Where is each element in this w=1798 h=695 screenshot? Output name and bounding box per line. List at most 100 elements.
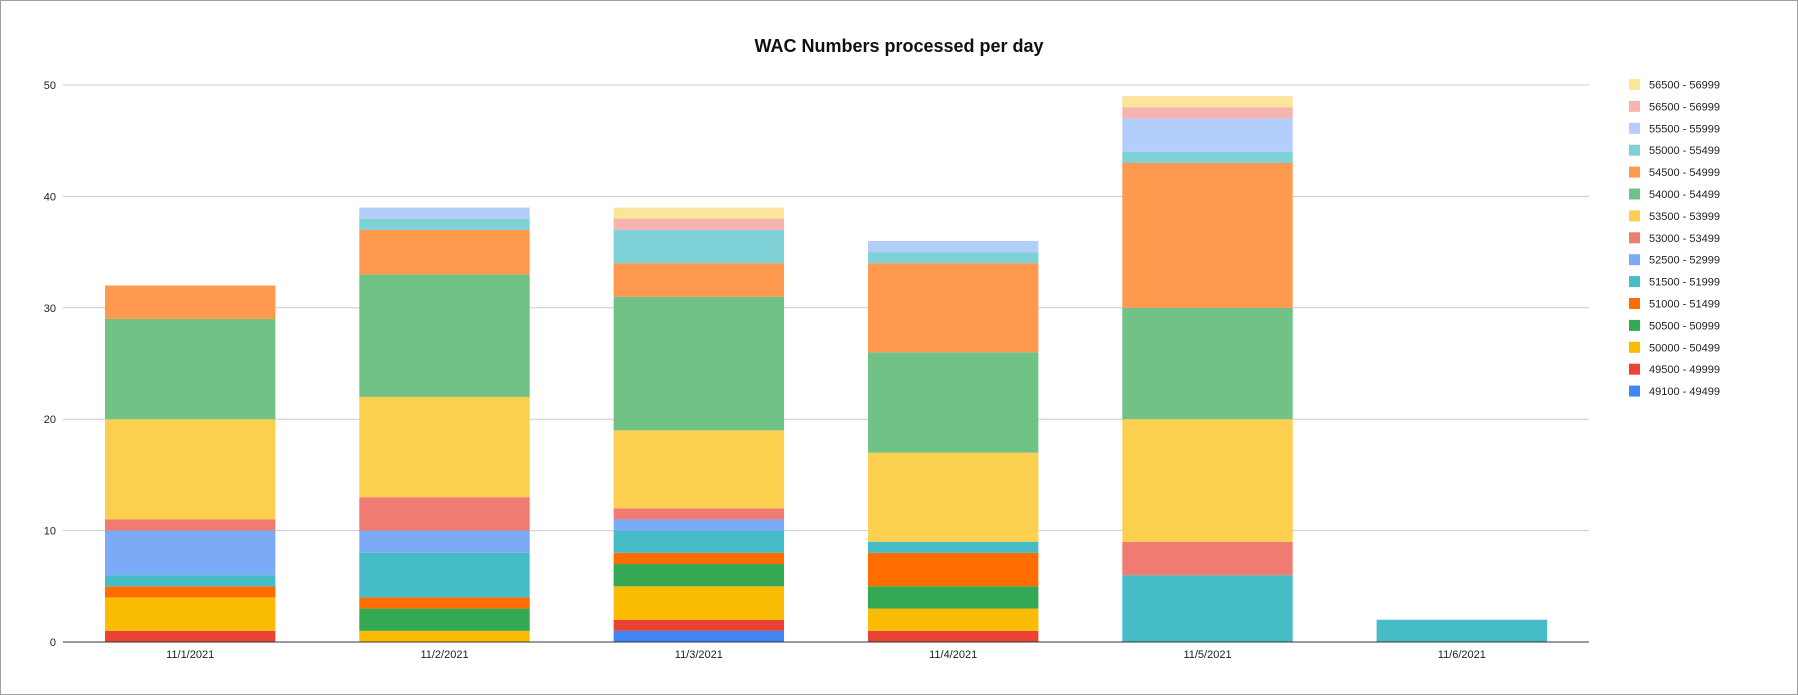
bar-segment [104, 575, 276, 587]
bar-segment [867, 263, 1039, 353]
legend-swatch [1629, 385, 1640, 397]
bar-segment [359, 207, 530, 219]
bar-segment [104, 586, 276, 598]
bar-segment [613, 630, 785, 642]
bar-segment [359, 497, 530, 531]
legend: 56500 - 56999 56500 - 56999 55500 - 55999 5… [1629, 79, 1720, 398]
bar-segment [867, 352, 1039, 453]
bar-segment [359, 274, 530, 397]
legend-item: 53000 - 53499 [1629, 232, 1720, 245]
bar-segment [359, 396, 530, 498]
bar-segment [104, 285, 276, 319]
bar-segment [1122, 96, 1293, 108]
legend-swatch [1629, 341, 1640, 353]
bar-segment [104, 530, 276, 576]
legend-label: 51000 - 51499 [1649, 299, 1720, 311]
legend-item: 54500 - 54999 [1629, 166, 1720, 179]
bar-segment [613, 530, 785, 553]
legend-label: 50000 - 50499 [1649, 342, 1720, 354]
bar-segment [359, 218, 530, 230]
legend-label: 53000 - 53499 [1649, 233, 1720, 245]
legend-label: 54500 - 54999 [1649, 167, 1720, 179]
bar-segment [867, 541, 1039, 553]
bar-segment [613, 619, 785, 631]
bar-segment [1122, 419, 1293, 542]
y-tick-label: 20 [44, 414, 56, 426]
bar-segment [613, 263, 785, 297]
bar-segment [359, 530, 530, 553]
legend-swatch [1629, 276, 1640, 288]
bar-segment [867, 608, 1039, 631]
bar-segment [1376, 619, 1548, 642]
bar-segment [104, 630, 276, 642]
bar-segment [613, 207, 785, 219]
bars [104, 96, 1548, 642]
bar-segment [613, 586, 785, 620]
legend-swatch [1629, 166, 1640, 178]
bar-stack [1122, 96, 1293, 642]
bar-segment [613, 519, 785, 531]
bar-stack [867, 240, 1039, 642]
legend-label: 56500 - 56999 [1649, 101, 1720, 113]
bar-stack [104, 285, 276, 642]
y-tick-label: 30 [44, 303, 56, 315]
bar-segment [359, 597, 530, 609]
y-tick-label: 0 [50, 637, 56, 649]
legend-label: 53500 - 53999 [1649, 211, 1720, 223]
legend-label: 55000 - 55499 [1649, 145, 1720, 157]
bar-segment [867, 240, 1039, 253]
legend-item: 49500 - 49999 [1629, 363, 1720, 376]
bar-segment [359, 229, 530, 275]
bar-segment [1122, 151, 1293, 163]
legend-item: 51500 - 51999 [1629, 276, 1720, 289]
x-tick-label: 11/5/2021 [1183, 649, 1231, 661]
gridlines [63, 84, 1589, 532]
legend-item: 52500 - 52999 [1629, 254, 1720, 267]
legend-item: 50000 - 50499 [1629, 341, 1720, 354]
legend-swatch [1629, 144, 1640, 156]
bar-segment [613, 508, 785, 520]
legend-item: 56500 - 56999 [1629, 100, 1720, 113]
legend-swatch [1629, 188, 1640, 200]
y-axis-ticks: 0 10 20 30 40 50 [44, 80, 56, 649]
bar-segment [104, 597, 276, 631]
legend-swatch [1629, 210, 1640, 222]
bar-segment [613, 229, 785, 264]
legend-label: 49500 - 49999 [1649, 364, 1720, 376]
y-tick-label: 50 [44, 80, 56, 92]
bar-segment [613, 430, 785, 509]
legend-swatch [1629, 363, 1640, 375]
legend-item: 55000 - 55499 [1629, 144, 1720, 157]
bar-stack [613, 207, 785, 642]
x-tick-label: 11/3/2021 [675, 649, 723, 661]
legend-swatch [1629, 79, 1640, 90]
bar-segment [613, 296, 785, 431]
bar-segment [1122, 107, 1293, 119]
x-tick-label: 11/6/2021 [1438, 649, 1486, 661]
bar-segment [359, 552, 530, 598]
legend-label: 55500 - 55999 [1649, 123, 1720, 135]
x-tick-label: 11/2/2021 [420, 649, 468, 661]
legend-swatch [1629, 100, 1640, 112]
bar-segment [867, 252, 1039, 264]
legend-label: 51500 - 51999 [1649, 277, 1720, 289]
chart-title: WAC Numbers processed per day [754, 36, 1043, 56]
bar-segment [867, 452, 1039, 542]
legend-item: 55500 - 55999 [1629, 122, 1720, 135]
legend-item: 51000 - 51499 [1629, 298, 1720, 311]
bar-segment [867, 552, 1039, 587]
legend-swatch [1629, 122, 1640, 134]
x-tick-label: 11/4/2021 [929, 649, 977, 661]
bar-stack [359, 207, 530, 642]
bar-segment [1122, 307, 1293, 420]
bar-segment [359, 630, 530, 642]
legend-label: 56500 - 56999 [1649, 80, 1720, 92]
bar-segment [1122, 162, 1293, 308]
legend-label: 54000 - 54499 [1649, 189, 1720, 201]
y-tick-label: 10 [44, 526, 56, 538]
bar-segment [1122, 575, 1293, 642]
bar-segment [104, 318, 276, 420]
legend-item: 49100 - 49499 [1629, 385, 1720, 398]
